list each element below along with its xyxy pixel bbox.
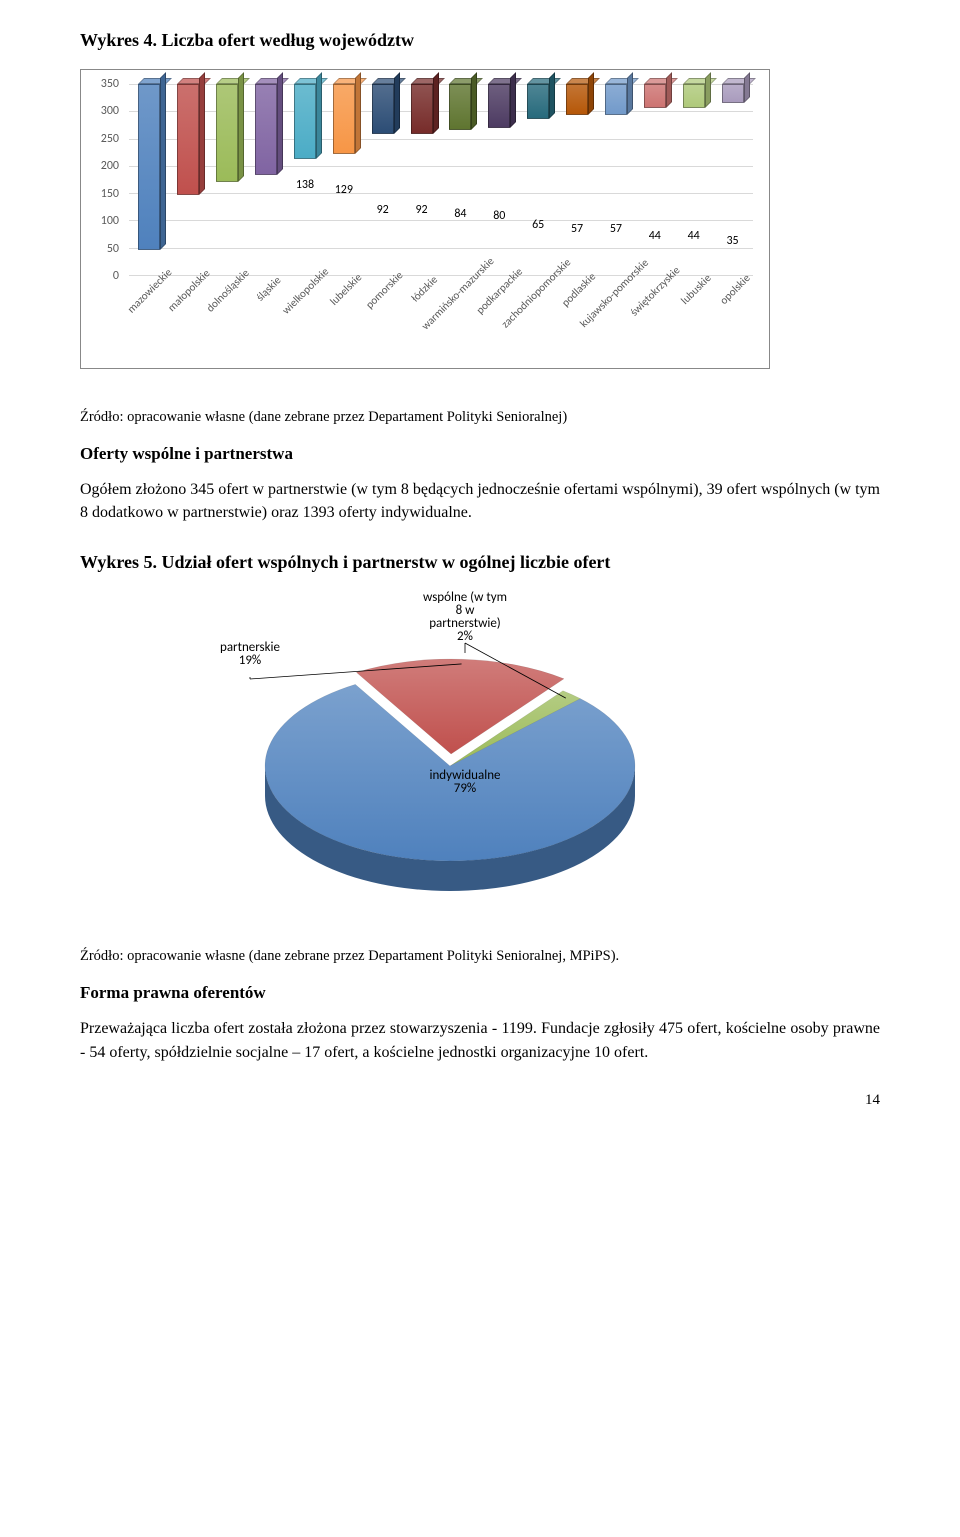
bar: 204 [172, 84, 205, 275]
bar-value-label: 57 [571, 222, 583, 236]
bar: 84 [444, 84, 477, 275]
x-tick-label: łódzkie [408, 273, 440, 305]
x-tick-label: śląskie [254, 274, 284, 304]
pie-slice-label: partnerskie19% [220, 640, 280, 668]
y-tick-label: 50 [107, 242, 119, 256]
bar-value-label: 92 [415, 203, 427, 217]
bar: 80 [483, 84, 516, 275]
y-tick-label: 150 [101, 187, 119, 201]
pie-slice-label: wspólne (w tym8 wpartnerstwie)2% [423, 591, 507, 644]
y-tick-label: 300 [101, 104, 119, 118]
bar: 129 [327, 84, 360, 275]
bar-value-label: 35 [726, 234, 738, 248]
bar-value-label: 138 [296, 178, 314, 192]
chart-4-title: Wykres 4. Liczba ofert według województw [80, 30, 880, 51]
y-tick-label: 0 [113, 269, 119, 283]
source-note-1: Źródło: opracowanie własne (dane zebrane… [80, 409, 880, 426]
bar: 35 [716, 84, 749, 275]
bar: 166 [250, 84, 283, 275]
bar: 305 [133, 84, 166, 275]
y-tick-label: 100 [101, 214, 119, 228]
bar-value-label: 57 [610, 222, 622, 236]
bar: 179 [211, 84, 244, 275]
x-tick-label: lubelskie [327, 271, 364, 308]
bar-value-label: 44 [649, 229, 661, 243]
source-note-2: Źródło: opracowanie własne (dane zebrane… [80, 948, 880, 965]
pie-chart: partnerskie19% wspólne (w tym8 wpartnerst… [120, 591, 740, 926]
bar: 57 [561, 84, 594, 275]
paragraph-legal: Przeważająca liczba ofert została złożon… [80, 1017, 880, 1063]
bar-value-label: 92 [377, 203, 389, 217]
bar: 92 [366, 84, 399, 275]
bar-value-label: 84 [454, 207, 466, 221]
bar: 92 [405, 84, 438, 275]
bar: 44 [638, 84, 671, 275]
x-tick-label: opolskie [717, 271, 753, 307]
bar-chart-plot: 305204179166 138 129 92 92 84 80 65 57 57 44 44 35 [129, 84, 753, 276]
paragraph-offers: Ogółem złożono 345 ofert w partnerstwie … [80, 478, 880, 524]
y-tick-label: 200 [101, 159, 119, 173]
bar-chart: 0 50 100 150 200 250 300 350 305204179166 138 129… [80, 69, 770, 369]
section-heading-legal: Forma prawna oferentów [80, 983, 880, 1003]
bar: 65 [522, 84, 555, 275]
page-number: 14 [80, 1092, 880, 1109]
bar-value-label: 65 [532, 218, 544, 232]
bar: 57 [600, 84, 633, 275]
section-heading-offers: Oferty wspólne i partnerstwa [80, 444, 880, 464]
y-tick-label: 350 [101, 77, 119, 91]
bar-value-label: 44 [688, 229, 700, 243]
bar: 138 [289, 84, 322, 275]
bar-value-label: 129 [335, 183, 353, 197]
x-tick-label: lubuskie [678, 271, 713, 306]
chart-5-title: Wykres 5. Udział ofert wspólnych i partn… [80, 552, 880, 573]
bar: 44 [677, 84, 710, 275]
bar-value-label: 80 [493, 209, 505, 223]
y-tick-label: 250 [101, 132, 119, 146]
